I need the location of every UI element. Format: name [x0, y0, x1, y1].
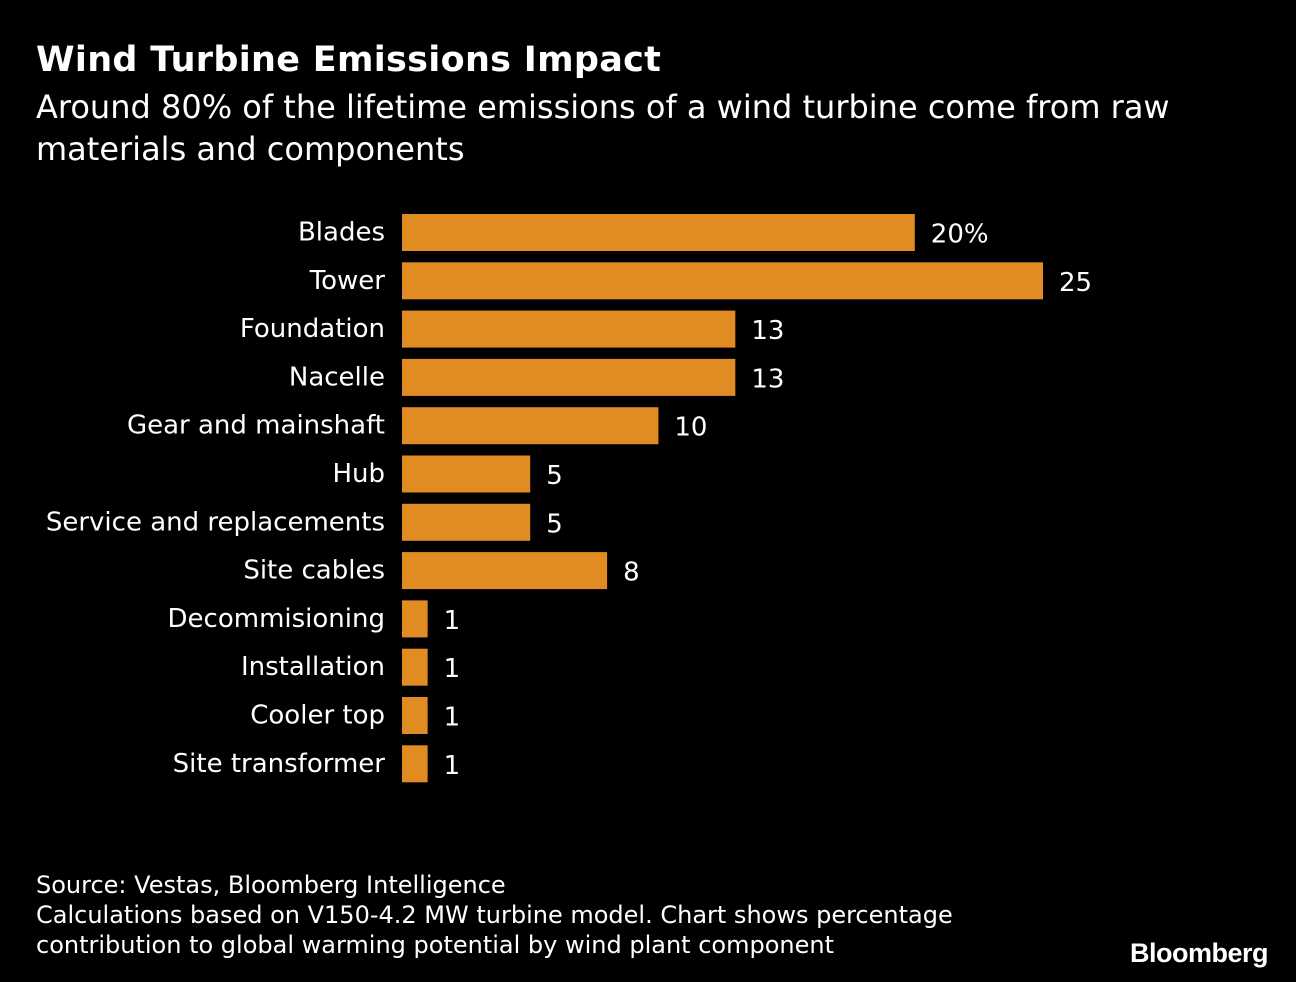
category-label-decommisioning: Decommisioning: [168, 604, 385, 634]
bar-foundation: [402, 310, 736, 348]
bar-service-and-replacements: [402, 503, 531, 541]
category-label-nacelle: Nacelle: [289, 362, 385, 392]
bar-site-cables: [402, 552, 608, 590]
category-label-blades: Blades: [298, 218, 385, 248]
category-label-tower: Tower: [309, 266, 386, 296]
category-label-installation: Installation: [241, 652, 385, 682]
value-label-service-and-replacements: 5: [546, 509, 563, 539]
category-label-hub: Hub: [332, 459, 385, 489]
value-label-decommisioning: 1: [444, 606, 461, 636]
value-label-tower: 25: [1059, 268, 1092, 298]
bar-hub: [402, 455, 531, 493]
bar-gear-and-mainshaft: [402, 407, 659, 445]
category-label-service-and-replacements: Service and replacements: [46, 507, 385, 537]
bar-cooler-top: [402, 697, 428, 734]
value-label-foundation: 13: [751, 316, 784, 346]
value-label-installation: 1: [444, 654, 461, 684]
category-label-site-transformer: Site transformer: [173, 749, 386, 779]
category-label-cooler-top: Cooler top: [250, 701, 385, 731]
category-label-site-cables: Site cables: [243, 556, 385, 586]
methodology-note-line-2: contribution to global warming potential…: [36, 931, 834, 959]
bar-site-transformer: [402, 745, 428, 783]
bar-installation: [402, 648, 428, 686]
chart-subtitle: Around 80% of the lifetime emissions of …: [36, 88, 1170, 168]
category-label-gear-and-mainshaft: Gear and mainshaft: [127, 411, 385, 441]
value-label-gear-and-mainshaft: 10: [674, 413, 707, 443]
bar-chart: Blades 20% Tower 25 Foundation 13 Nacelle 13 Gea…: [46, 214, 1092, 783]
value-label-hub: 5: [546, 461, 563, 491]
bar-decommisioning: [402, 600, 428, 638]
category-label-foundation: Foundation: [240, 314, 385, 344]
value-label-nacelle: 13: [751, 364, 784, 394]
chart-footer: Source: Vestas, Bloomberg Intelligence C…: [36, 870, 953, 960]
value-label-cooler-top: 1: [444, 703, 461, 733]
bloomberg-logo: Bloomberg: [1129, 938, 1269, 968]
value-label-site-cables: 8: [623, 558, 640, 588]
methodology-note-line-1: Calculations based on V150-4.2 MW turbin…: [36, 901, 953, 929]
value-label-blades: 20%: [931, 220, 989, 250]
source-note: Source: Vestas, Bloomberg Intelligence: [36, 871, 506, 899]
value-label-site-transformer: 1: [444, 751, 461, 781]
chart-title: Wind Turbine Emissions Impact: [36, 40, 662, 80]
bar-nacelle: [402, 358, 736, 396]
bar-blades: [402, 214, 915, 251]
bar-tower: [402, 262, 1043, 300]
